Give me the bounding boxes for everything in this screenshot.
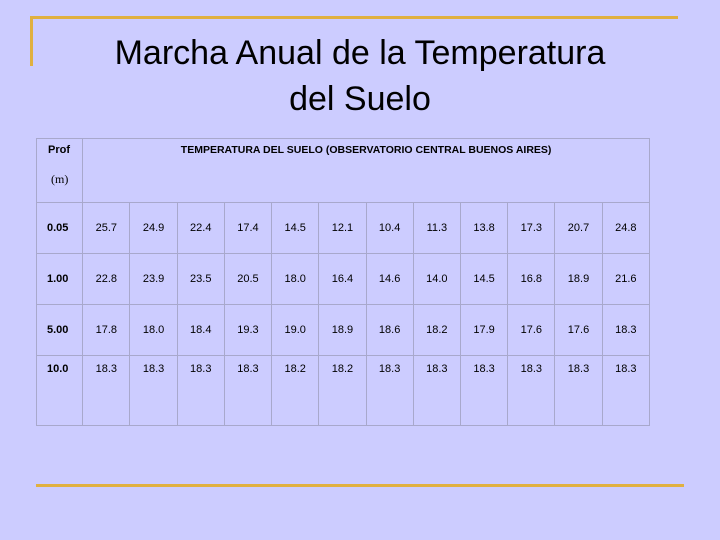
value-cell: 20.7	[554, 202, 603, 254]
value-cell: 17.6	[554, 304, 603, 356]
value-cell: 18.0	[129, 304, 178, 356]
value-cell: 19.0	[271, 304, 320, 356]
table-row: 0.05 25.7 24.9 22.4 17.4 14.5 12.1 10.4 11.3 13.8…	[35, 202, 651, 254]
value-cell: 18.3	[176, 355, 225, 426]
value-cell: 17.9	[459, 304, 509, 356]
value-cell: 21.6	[601, 253, 651, 305]
value-cell: 17.4	[223, 202, 273, 254]
slide-title: Marcha Anual de la Temperatura del Suelo	[40, 30, 680, 122]
value-cell: 14.5	[459, 253, 509, 305]
value-cell: 18.2	[412, 304, 461, 356]
table-row: 10.0 18.3 18.3 18.3 18.3 18.2 18.2 18.3 18.3 18.3…	[35, 355, 651, 426]
value-cell: 16.8	[507, 253, 556, 305]
value-cell: 24.8	[601, 202, 651, 254]
title-line-1: Marcha Anual de la Temperatura	[114, 34, 606, 72]
value-cell: 18.6	[365, 304, 414, 356]
value-cell: 18.3	[601, 304, 651, 356]
value-cell: 12.1	[318, 202, 367, 254]
bottom-accent-line	[36, 484, 684, 487]
value-cell: 18.3	[554, 355, 603, 426]
value-cell: 18.3	[365, 355, 414, 426]
value-cell: 18.3	[459, 355, 509, 426]
value-cell: 18.9	[554, 253, 603, 305]
table-header-row: Prof (m) TEMPERATURA DEL SUELO (OBSERVAT…	[35, 138, 650, 203]
value-cell: 11.3	[412, 202, 461, 254]
value-cell: 20.5	[223, 253, 273, 305]
value-cell: 22.4	[176, 202, 225, 254]
value-cell: 18.3	[82, 355, 131, 426]
value-cell: 18.2	[271, 355, 320, 426]
value-cell: 18.3	[601, 355, 651, 426]
prof-label: Prof	[48, 144, 70, 156]
value-cell: 22.8	[82, 253, 131, 305]
value-cell: 14.5	[271, 202, 320, 254]
table-row: 1.00 22.8 23.9 23.5 20.5 18.0 16.4 14.6 14.0 14.5…	[35, 253, 651, 305]
value-cell: 14.6	[365, 253, 414, 305]
value-cell: 17.3	[507, 202, 556, 254]
unit-label: (m)	[51, 172, 69, 186]
value-cell: 18.4	[176, 304, 225, 356]
left-accent-line	[30, 16, 33, 66]
value-cell: 18.2	[318, 355, 367, 426]
depth-cell: 10.0	[35, 355, 84, 426]
value-cell: 18.0	[271, 253, 320, 305]
value-cell: 18.3	[507, 355, 556, 426]
value-cell: 19.3	[223, 304, 273, 356]
value-cell: 16.4	[318, 253, 367, 305]
value-cell: 18.9	[318, 304, 367, 356]
soil-temperature-table: Prof (m) TEMPERATURA DEL SUELO (OBSERVAT…	[35, 138, 651, 426]
depth-cell: 1.00	[35, 253, 84, 305]
value-cell: 18.3	[223, 355, 273, 426]
value-cell: 17.6	[507, 304, 556, 356]
value-cell: 13.8	[459, 202, 509, 254]
value-cell: 17.8	[82, 304, 131, 356]
prof-header-cell: Prof (m)	[35, 138, 84, 203]
top-accent-line	[30, 16, 678, 19]
value-cell: 18.3	[412, 355, 461, 426]
value-cell: 24.9	[129, 202, 178, 254]
value-cell: 25.7	[82, 202, 131, 254]
depth-cell: 0.05	[35, 202, 84, 254]
table-row: 5.00 17.8 18.0 18.4 19.3 19.0 18.9 18.6 18.2 17.9…	[35, 304, 651, 356]
value-cell: 14.0	[412, 253, 461, 305]
depth-cell: 5.00	[35, 304, 84, 356]
table-title-cell: TEMPERATURA DEL SUELO (OBSERVATORIO CENT…	[82, 138, 650, 203]
value-cell: 18.3	[129, 355, 178, 426]
value-cell: 23.5	[176, 253, 225, 305]
title-line-2: del Suelo	[289, 80, 431, 118]
value-cell: 23.9	[129, 253, 178, 305]
value-cell: 10.4	[365, 202, 414, 254]
